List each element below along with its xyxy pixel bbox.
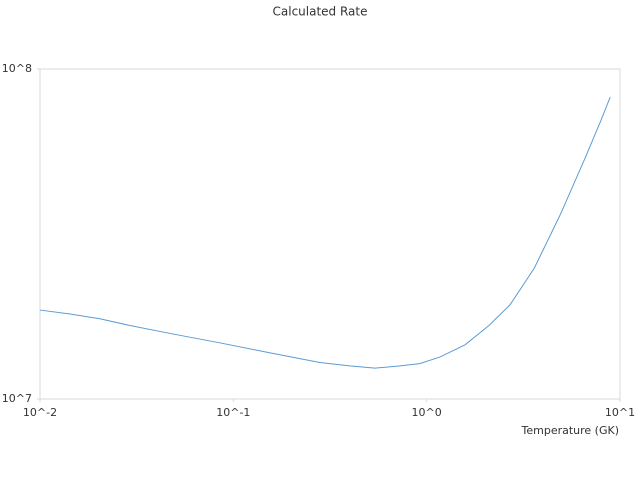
x-axis-label: Temperature (GK): [521, 424, 620, 437]
x-tick-label: 10^-2: [23, 406, 57, 419]
chart-title: Calculated Rate: [273, 5, 368, 19]
data-line: [39, 96, 611, 369]
plot-frame: [39, 68, 621, 400]
x-tick-label: 10^0: [412, 406, 442, 419]
x-tick-label: 10^-1: [216, 406, 250, 419]
y-tick-label: 10^8: [2, 62, 32, 75]
x-tick-label: 10^1: [605, 406, 635, 419]
y-tick-label: 10^7: [2, 392, 32, 405]
